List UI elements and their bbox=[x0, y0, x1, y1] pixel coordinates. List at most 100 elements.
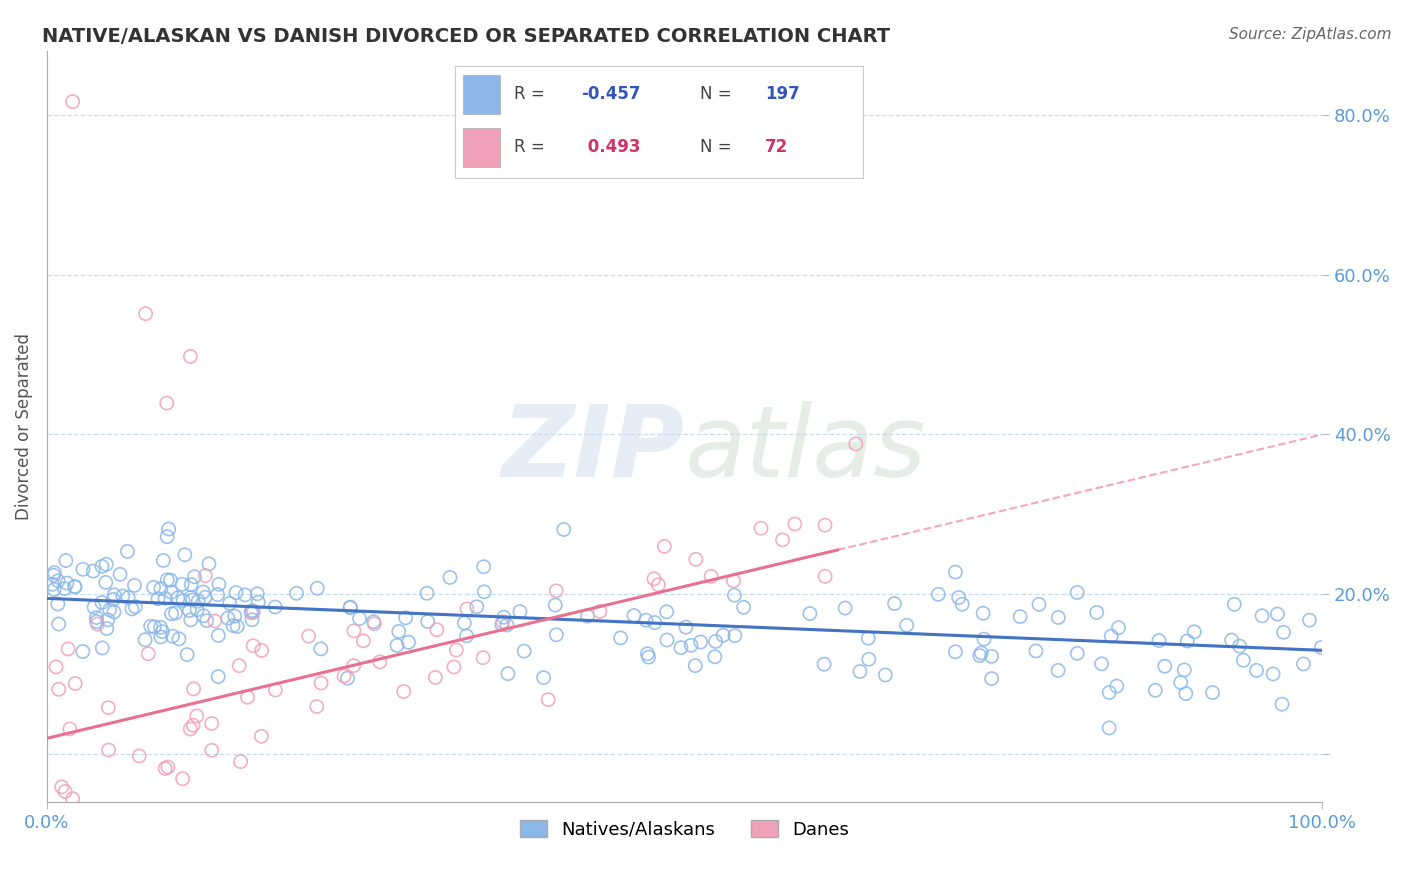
Point bbox=[240, 613, 263, 627]
Point bbox=[217, 611, 239, 625]
Point bbox=[333, 669, 356, 683]
Point bbox=[124, 578, 146, 592]
Point bbox=[72, 562, 94, 576]
Point bbox=[149, 620, 172, 634]
Point bbox=[637, 650, 659, 665]
Point bbox=[194, 568, 217, 582]
Point bbox=[896, 618, 918, 632]
Point bbox=[1098, 721, 1121, 735]
Point bbox=[1246, 664, 1268, 678]
Point bbox=[596, 109, 619, 123]
Point bbox=[969, 648, 991, 663]
Point bbox=[242, 639, 264, 653]
Point bbox=[1229, 639, 1251, 653]
Point bbox=[834, 601, 856, 615]
Point bbox=[492, 615, 515, 629]
Text: ZIP: ZIP bbox=[502, 401, 685, 498]
Point bbox=[62, 791, 84, 805]
Point bbox=[700, 569, 723, 583]
Point bbox=[395, 611, 418, 625]
Point bbox=[246, 587, 269, 601]
Point bbox=[96, 558, 118, 572]
Point bbox=[496, 618, 519, 632]
Point bbox=[108, 567, 131, 582]
Point bbox=[63, 580, 86, 594]
Point bbox=[222, 618, 245, 632]
Point bbox=[1010, 609, 1032, 624]
Point bbox=[472, 559, 495, 574]
Point bbox=[117, 544, 139, 558]
Point bbox=[1174, 687, 1197, 701]
Point bbox=[48, 617, 70, 632]
Point bbox=[973, 632, 995, 647]
Point bbox=[264, 600, 287, 615]
Point bbox=[226, 619, 249, 633]
Point bbox=[146, 591, 169, 606]
Point bbox=[339, 600, 361, 615]
Point bbox=[143, 620, 166, 634]
Point bbox=[242, 604, 264, 618]
Point bbox=[44, 566, 66, 580]
Point bbox=[167, 632, 190, 646]
Point bbox=[207, 588, 229, 602]
Point bbox=[1272, 625, 1295, 640]
Point bbox=[224, 609, 246, 624]
Point bbox=[194, 591, 217, 605]
Point bbox=[80, 805, 103, 819]
Point bbox=[83, 600, 105, 615]
Point bbox=[111, 589, 134, 603]
Point bbox=[609, 631, 631, 645]
Point bbox=[849, 665, 872, 679]
Point bbox=[162, 629, 184, 643]
Point bbox=[339, 600, 361, 615]
Point bbox=[101, 592, 124, 607]
Point bbox=[1108, 621, 1130, 635]
Point bbox=[46, 574, 69, 588]
Point bbox=[42, 568, 65, 582]
Point bbox=[153, 591, 176, 606]
Point bbox=[509, 605, 531, 619]
Point bbox=[772, 533, 794, 547]
Point bbox=[703, 649, 725, 664]
Point bbox=[546, 583, 568, 598]
Point bbox=[576, 609, 599, 624]
Point bbox=[685, 552, 707, 566]
Point bbox=[1047, 664, 1070, 678]
Point bbox=[1292, 657, 1315, 671]
Text: Source: ZipAtlas.com: Source: ZipAtlas.com bbox=[1229, 27, 1392, 42]
Point bbox=[1147, 633, 1170, 648]
Legend: Natives/Alaskans, Danes: Natives/Alaskans, Danes bbox=[512, 814, 856, 846]
Point bbox=[724, 629, 747, 643]
Point bbox=[472, 584, 495, 599]
Point bbox=[533, 671, 555, 685]
Point bbox=[845, 437, 868, 451]
Point bbox=[159, 573, 181, 587]
Point bbox=[1310, 640, 1333, 655]
Point bbox=[1028, 598, 1050, 612]
Point bbox=[86, 615, 108, 629]
Point bbox=[783, 516, 806, 531]
Point bbox=[82, 564, 104, 578]
Point bbox=[48, 682, 70, 697]
Point bbox=[553, 523, 575, 537]
Point bbox=[187, 594, 209, 608]
Point bbox=[385, 639, 408, 653]
Point bbox=[416, 586, 439, 600]
Point bbox=[96, 622, 118, 636]
Point bbox=[1153, 659, 1175, 673]
Point bbox=[41, 577, 63, 591]
Point bbox=[179, 722, 201, 736]
Point bbox=[179, 604, 201, 618]
Point bbox=[122, 808, 145, 822]
Point bbox=[643, 572, 665, 586]
Point bbox=[453, 615, 475, 630]
Point bbox=[465, 599, 488, 614]
Point bbox=[950, 597, 973, 611]
Point bbox=[392, 684, 415, 698]
Point bbox=[491, 617, 513, 632]
Point bbox=[53, 582, 76, 596]
Point bbox=[183, 570, 205, 584]
Point bbox=[135, 307, 157, 321]
Point bbox=[425, 670, 447, 684]
Point bbox=[513, 644, 536, 658]
